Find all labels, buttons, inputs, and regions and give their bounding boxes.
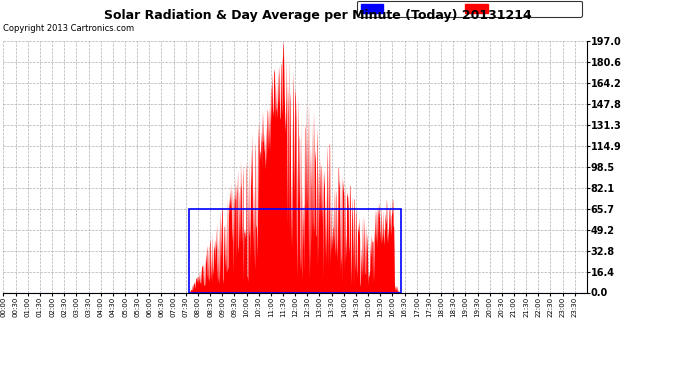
Text: Solar Radiation & Day Average per Minute (Today) 20131214: Solar Radiation & Day Average per Minute… [104, 9, 531, 22]
Text: Copyright 2013 Cartronics.com: Copyright 2013 Cartronics.com [3, 24, 135, 33]
Bar [188, 209, 402, 292]
Legend: Median (W/m2), Radiation (W/m2): Median (W/m2), Radiation (W/m2) [357, 0, 582, 17]
